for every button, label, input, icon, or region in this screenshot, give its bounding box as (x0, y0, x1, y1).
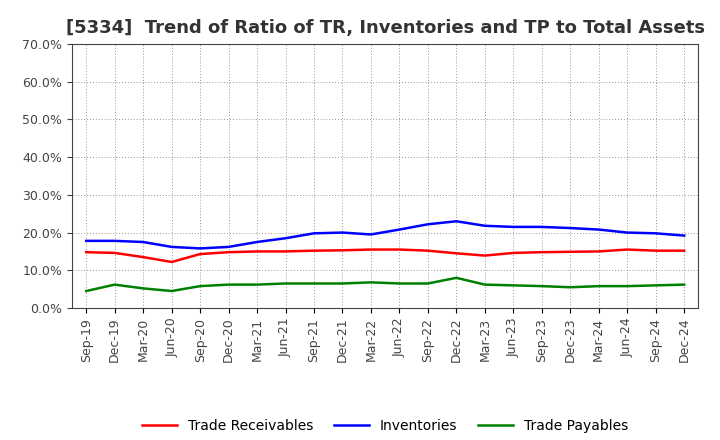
Inventories (82, 238, 91, 243)
Inventories (282, 235, 290, 241)
Inventories (253, 239, 261, 245)
Trade Payables (139, 286, 148, 291)
Line: Trade Receivables: Trade Receivables (86, 249, 684, 262)
Trade Payables (395, 281, 404, 286)
Trade Receivables (452, 251, 461, 256)
Trade Payables (82, 288, 91, 293)
Trade Payables (423, 281, 432, 286)
Trade Receivables (225, 249, 233, 255)
Trade Payables (480, 282, 489, 287)
Trade Receivables (282, 249, 290, 254)
Trade Payables (282, 281, 290, 286)
Trade Receivables (623, 247, 631, 252)
Trade Receivables (595, 249, 603, 254)
Trade Receivables (395, 247, 404, 252)
Trade Receivables (537, 249, 546, 255)
Inventories (196, 246, 204, 251)
Inventories (537, 224, 546, 230)
Trade Payables (110, 282, 119, 287)
Trade Payables (537, 283, 546, 289)
Trade Payables (196, 283, 204, 289)
Trade Payables (167, 288, 176, 293)
Inventories (480, 223, 489, 228)
Trade Receivables (139, 254, 148, 260)
Inventories (595, 227, 603, 232)
Trade Receivables (366, 247, 375, 252)
Inventories (225, 244, 233, 249)
Inventories (423, 222, 432, 227)
Inventories (139, 239, 148, 245)
Legend: Trade Receivables, Inventories, Trade Payables: Trade Receivables, Inventories, Trade Pa… (137, 413, 634, 438)
Inventories (509, 224, 518, 230)
Title: [5334]  Trend of Ratio of TR, Inventories and TP to Total Assets: [5334] Trend of Ratio of TR, Inventories… (66, 19, 705, 37)
Trade Payables (509, 283, 518, 288)
Trade Payables (310, 281, 318, 286)
Trade Payables (225, 282, 233, 287)
Trade Payables (452, 275, 461, 280)
Trade Receivables (680, 248, 688, 253)
Trade Receivables (423, 248, 432, 253)
Trade Receivables (167, 259, 176, 264)
Trade Payables (652, 283, 660, 288)
Trade Receivables (509, 250, 518, 256)
Inventories (680, 233, 688, 238)
Trade Receivables (652, 248, 660, 253)
Inventories (652, 231, 660, 236)
Trade Payables (338, 281, 347, 286)
Inventories (366, 232, 375, 237)
Trade Receivables (480, 253, 489, 258)
Inventories (167, 244, 176, 249)
Inventories (338, 230, 347, 235)
Trade Receivables (566, 249, 575, 254)
Line: Inventories: Inventories (86, 221, 684, 249)
Trade Receivables (310, 248, 318, 253)
Trade Payables (680, 282, 688, 287)
Trade Payables (566, 285, 575, 290)
Inventories (110, 238, 119, 243)
Trade Payables (623, 283, 631, 289)
Trade Receivables (338, 248, 347, 253)
Trade Receivables (110, 250, 119, 256)
Trade Receivables (82, 249, 91, 255)
Inventories (623, 230, 631, 235)
Trade Receivables (196, 251, 204, 257)
Trade Payables (253, 282, 261, 287)
Trade Payables (366, 280, 375, 285)
Inventories (452, 219, 461, 224)
Trade Payables (595, 283, 603, 289)
Inventories (310, 231, 318, 236)
Inventories (566, 225, 575, 231)
Inventories (395, 227, 404, 232)
Trade Receivables (253, 249, 261, 254)
Line: Trade Payables: Trade Payables (86, 278, 684, 291)
